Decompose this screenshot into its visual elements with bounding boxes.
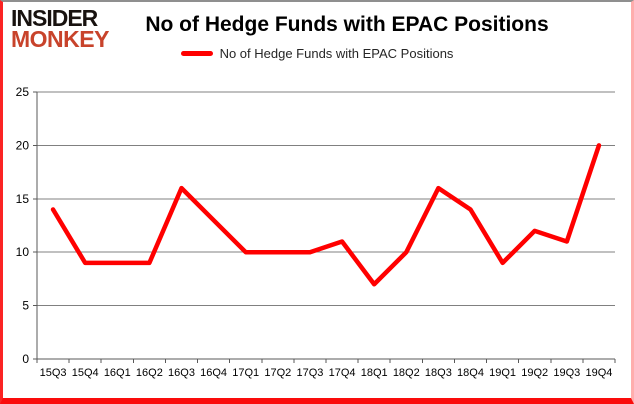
x-tick-label: 17Q2 (264, 367, 291, 379)
page-title: No of Hedge Funds with EPAC Positions (145, 13, 549, 36)
y-tick-label: 5 (22, 299, 29, 313)
x-tick-label: 17Q1 (232, 367, 259, 379)
legend-label: No of Hedge Funds with EPAC Positions (219, 46, 454, 61)
logo-text-insider: INSIDER (11, 5, 98, 31)
x-tick-label: 15Q3 (40, 367, 67, 379)
x-tick-label: 16Q4 (200, 367, 227, 379)
legend: No of Hedge Funds with EPAC Positions (3, 46, 631, 61)
insider-monkey-logo: INSIDER MONKEY (11, 5, 109, 53)
logo-text-monkey: MONKEY (11, 26, 109, 53)
y-tick-label: 10 (16, 245, 30, 259)
x-tick-label: 19Q3 (553, 367, 580, 379)
x-tick-label: 19Q2 (521, 367, 548, 379)
x-tick-label: 16Q3 (168, 367, 195, 379)
x-tick-label: 18Q4 (457, 367, 484, 379)
legend-line-swatch (180, 51, 213, 56)
y-tick-label: 25 (16, 85, 30, 99)
x-tick-label: 17Q4 (329, 367, 356, 379)
x-tick-label: 17Q3 (296, 367, 323, 379)
y-tick-label: 0 (22, 352, 29, 366)
x-tick-label: 18Q1 (361, 367, 388, 379)
x-tick-label: 19Q4 (585, 367, 612, 379)
x-tick-label: 16Q2 (136, 367, 163, 379)
x-tick-label: 15Q4 (72, 367, 99, 379)
x-tick-label: 19Q1 (489, 367, 516, 379)
line-chart: 0 5 10 15 20 25 15Q3 15Q4 16Q1 16Q2 16Q3 16Q4 17Q1 17… (16, 85, 616, 379)
y-tick-label: 20 (16, 138, 30, 152)
data-line (50, 143, 602, 287)
y-tick-label: 15 (16, 192, 30, 206)
x-tick-label: 16Q1 (104, 367, 131, 379)
x-tick-label: 18Q3 (425, 367, 452, 379)
x-tick-label: 18Q2 (393, 367, 420, 379)
